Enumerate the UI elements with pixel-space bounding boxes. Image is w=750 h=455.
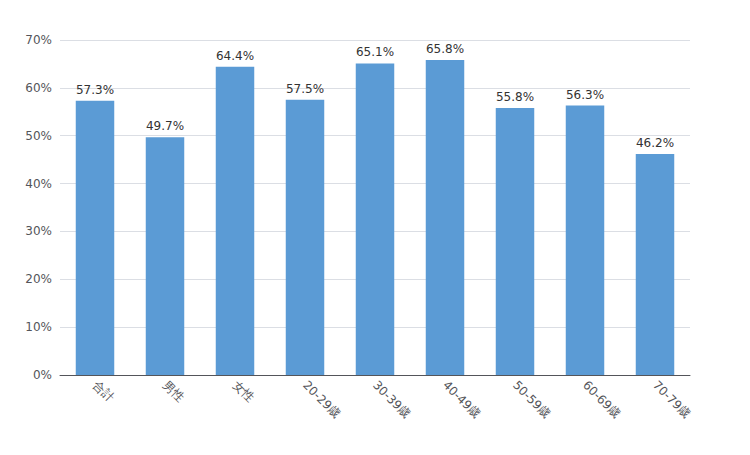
svg-text:65.1%: 65.1% xyxy=(356,45,394,59)
svg-text:40%: 40% xyxy=(25,177,52,191)
svg-text:40-49歳: 40-49歳 xyxy=(440,378,483,421)
svg-text:20%: 20% xyxy=(25,272,52,286)
svg-text:30-39歳: 30-39歳 xyxy=(370,378,413,421)
svg-text:0%: 0% xyxy=(33,368,52,382)
svg-text:55.8%: 55.8% xyxy=(496,90,534,104)
svg-text:30%: 30% xyxy=(25,224,52,238)
svg-text:70-79歳: 70-79歳 xyxy=(650,378,693,421)
svg-text:10%: 10% xyxy=(25,320,52,334)
svg-text:64.4%: 64.4% xyxy=(216,49,254,63)
svg-text:65.8%: 65.8% xyxy=(426,42,464,56)
svg-text:合計: 合計 xyxy=(90,378,117,405)
svg-text:56.3%: 56.3% xyxy=(566,88,604,102)
svg-text:49.7%: 49.7% xyxy=(146,119,184,133)
svg-text:70%: 70% xyxy=(25,33,52,47)
svg-text:20-29歳: 20-29歳 xyxy=(300,378,343,421)
svg-text:50-59歳: 50-59歳 xyxy=(510,378,553,421)
svg-text:男性: 男性 xyxy=(160,378,187,405)
svg-text:60-69歳: 60-69歳 xyxy=(580,378,623,421)
svg-text:女性: 女性 xyxy=(230,378,257,405)
svg-text:46.2%: 46.2% xyxy=(636,136,674,150)
svg-text:60%: 60% xyxy=(25,81,52,95)
svg-text:57.5%: 57.5% xyxy=(286,82,324,96)
svg-text:50%: 50% xyxy=(25,129,52,143)
svg-text:57.3%: 57.3% xyxy=(76,83,114,97)
